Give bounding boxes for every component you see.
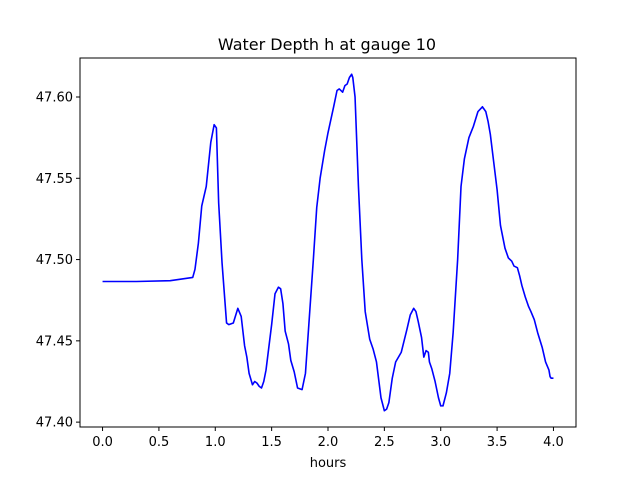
y-axis: 47.40 47.45 47.50 47.55 47.60 [36,91,80,431]
chart-title: Water Depth h at gauge 10 [218,35,436,54]
series-layer [102,73,554,412]
x-tick-label: 0.5 [149,435,170,450]
x-tick-label: 0.0 [92,435,113,450]
y-tick-label: 47.40 [36,416,73,431]
x-tick-label: 3.0 [430,435,451,450]
x-axis: 0.0 0.5 1.0 1.5 2.0 2.5 3.0 3.5 4.0 [92,427,564,450]
x-tick-label: 2.5 [374,435,395,450]
y-tick-label: 47.50 [36,253,73,268]
x-axis-label: hours [310,456,347,471]
y-tick-label: 47.45 [36,334,73,349]
x-tick-label: 1.5 [261,435,282,450]
x-tick-label: 4.0 [543,435,564,450]
y-tick-label: 47.60 [36,91,73,106]
x-tick-label: 2.0 [318,435,339,450]
x-tick-label: 1.0 [205,435,226,450]
series-line [102,73,554,412]
plot-area [79,57,577,428]
y-tick-label: 47.55 [36,172,73,187]
x-tick-label: 3.5 [487,435,508,450]
